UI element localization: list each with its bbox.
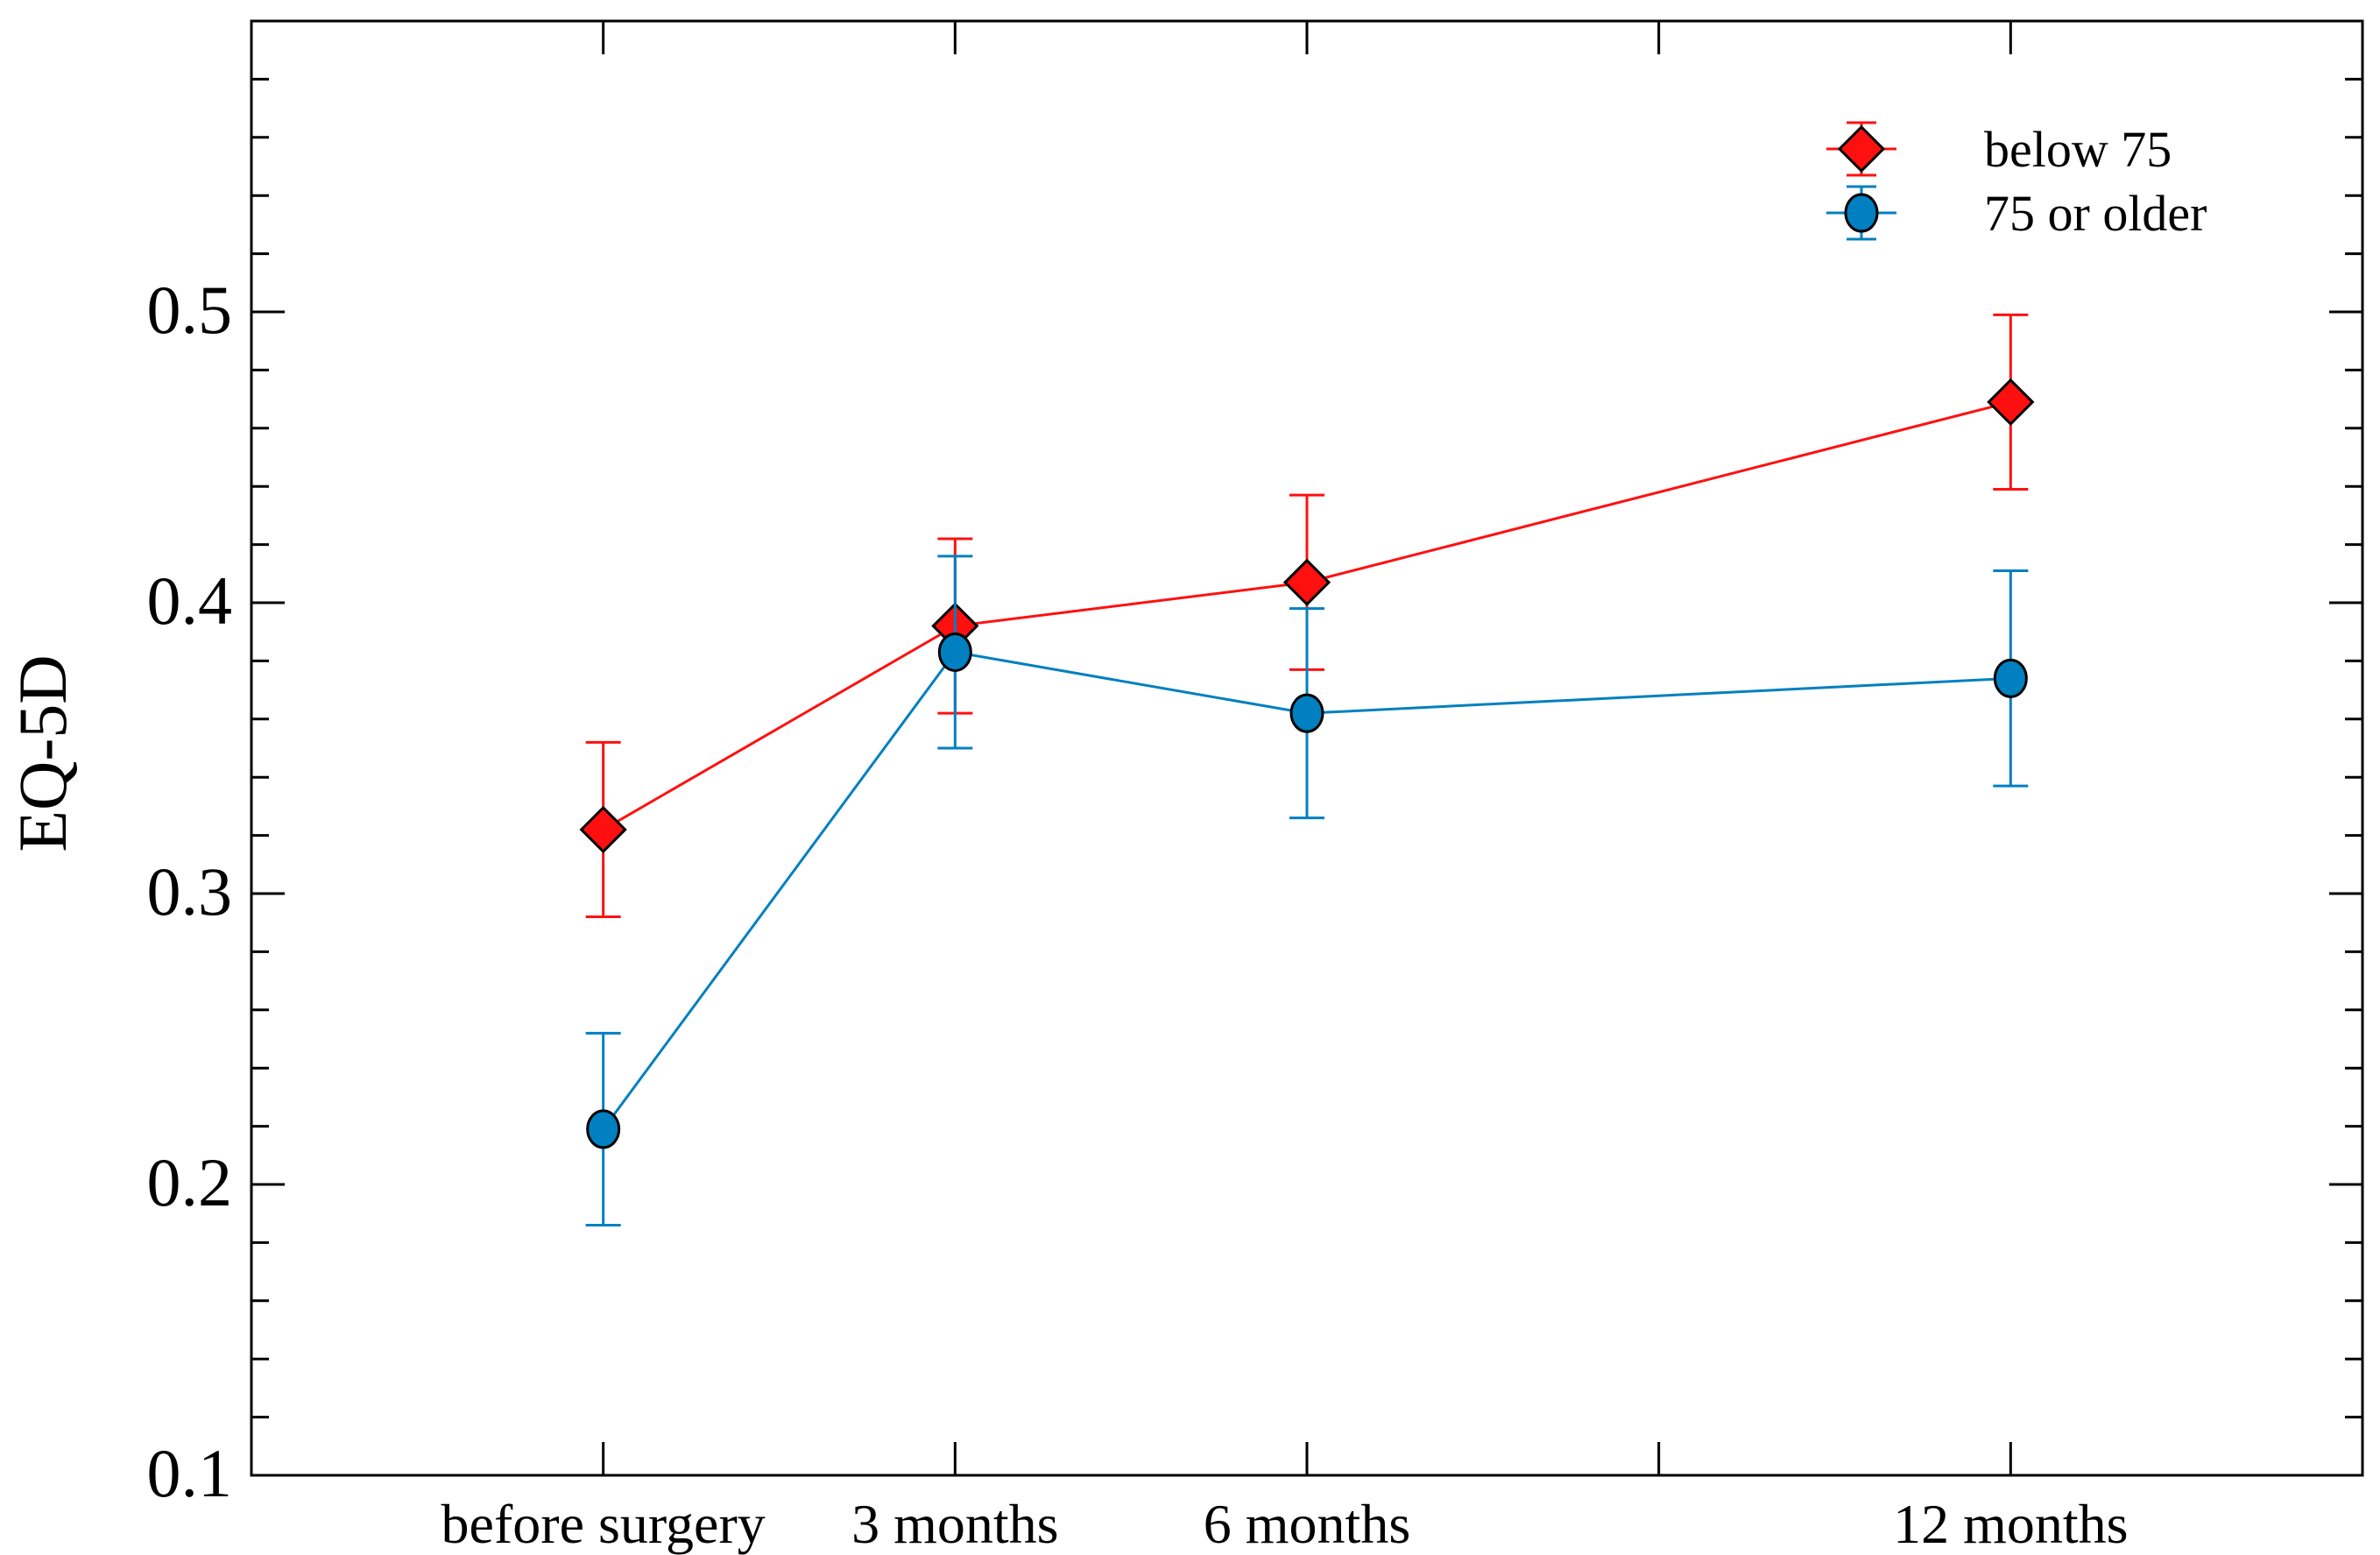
axes: 0.1 0.2 0.3 0.4 0.5 before surgery 3 months 6 m… — [147, 19, 2364, 1555]
data-point — [1987, 378, 2035, 427]
series-1 — [585, 555, 2029, 1226]
y-axis-label: EQ-5D — [4, 654, 81, 852]
x-tick-label: 12 months — [1893, 1493, 2128, 1555]
data-point — [937, 632, 972, 672]
legend-label: 75 or older — [1984, 185, 2207, 242]
x-tick-label: before surgery — [441, 1493, 766, 1555]
x-tick-label: 6 months — [1204, 1493, 1410, 1555]
series-line — [602, 650, 2011, 1130]
legend-label: below 75 — [1984, 121, 2172, 178]
y-tick-label: 0.3 — [147, 853, 233, 929]
y-tick-label: 0.1 — [147, 1435, 233, 1511]
y-tick-label: 0.2 — [147, 1144, 233, 1220]
series-marks — [579, 313, 2035, 1226]
data-point — [1282, 558, 1331, 606]
data-point — [1289, 693, 1324, 733]
legend-marker — [1837, 124, 1886, 173]
legend: below 75 75 or older — [1826, 121, 2207, 242]
series-line — [602, 400, 2011, 831]
legend-marker — [1844, 193, 1879, 233]
data-point — [579, 805, 627, 854]
x-tick-label: 3 months — [851, 1493, 1058, 1555]
y-tick-label: 0.4 — [147, 562, 233, 639]
y-tick-label: 0.5 — [147, 272, 233, 348]
data-point — [586, 1109, 621, 1149]
data-point — [1993, 658, 2028, 698]
